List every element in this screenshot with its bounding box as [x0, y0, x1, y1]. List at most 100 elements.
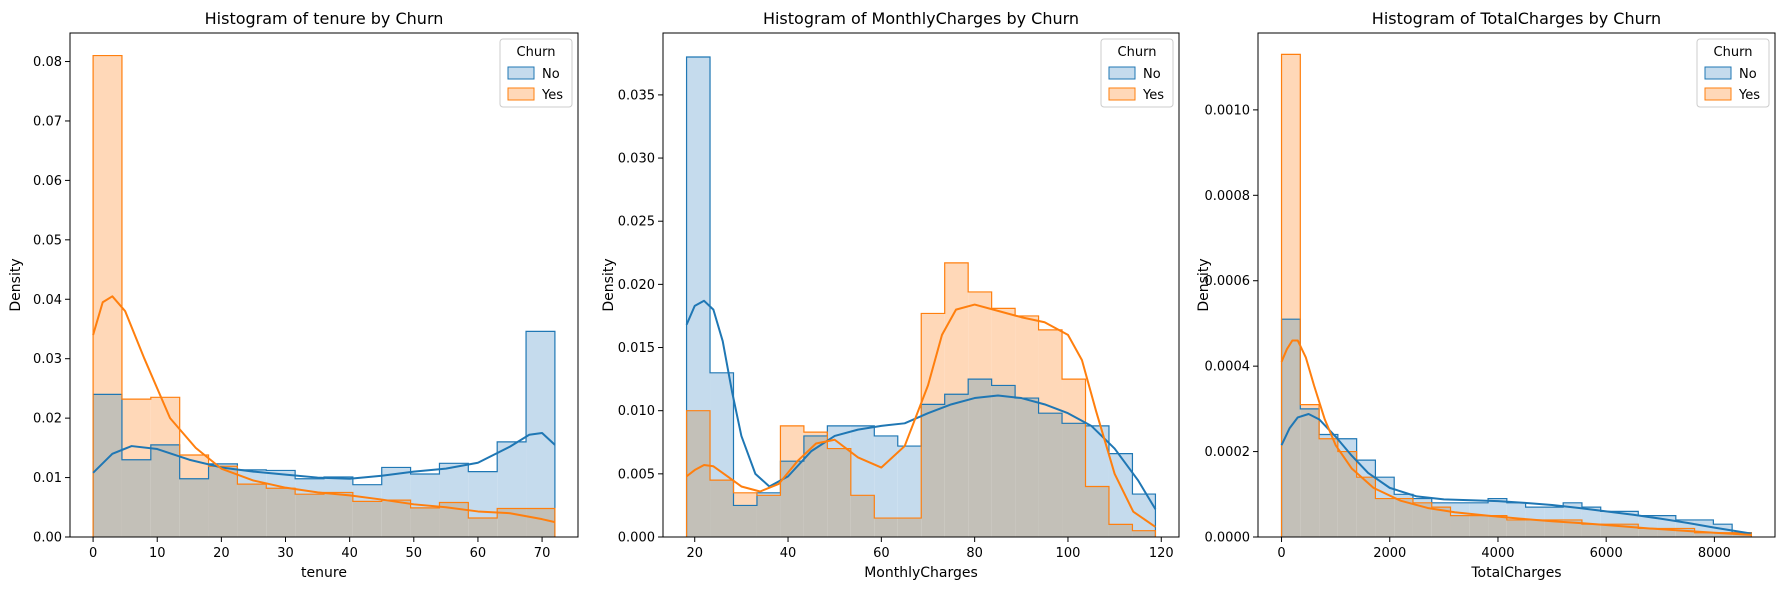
bar-overlap — [237, 484, 267, 537]
x-tick-label: 80 — [966, 546, 983, 561]
bar-no — [1638, 515, 1658, 529]
bar-yes — [991, 308, 1016, 386]
chart-title: Histogram of tenure by Churn — [205, 9, 444, 28]
bar-overlap — [1062, 423, 1086, 537]
y-tick-label: 0.020 — [618, 278, 655, 293]
y-tick-label: 0.01 — [33, 471, 62, 486]
bar-overlap — [150, 444, 180, 537]
bar-yes — [150, 397, 180, 445]
bar-overlap — [179, 478, 209, 537]
bar-overlap — [1694, 532, 1714, 537]
x-axis-label: MonthlyCharges — [864, 565, 978, 581]
y-tick-label: 0.00 — [33, 531, 62, 546]
bar-no — [526, 331, 555, 509]
bar-overlap — [1450, 515, 1470, 537]
y-tick-label: 0.0004 — [1205, 360, 1251, 375]
y-tick-label: 0.07 — [33, 114, 62, 129]
legend: Churn No Yes — [1696, 38, 1770, 108]
plot-area — [92, 54, 556, 537]
axes-frame — [662, 32, 1180, 538]
bar-yes — [803, 432, 828, 436]
bar-no — [1525, 507, 1545, 520]
y-tick-label: 0.0002 — [1205, 445, 1251, 460]
bar-no — [410, 474, 440, 508]
bar-overlap — [1563, 519, 1582, 537]
y-tick-label: 0.000 — [618, 531, 655, 546]
bar-overlap — [897, 518, 922, 537]
bar-no — [1431, 502, 1451, 508]
bar-no — [710, 372, 734, 481]
kde-line-no — [1280, 412, 1752, 535]
bar-no — [439, 463, 469, 503]
y-axis-label: Density — [8, 258, 24, 311]
bar-yes — [179, 454, 209, 479]
bar-overlap — [1300, 408, 1320, 537]
legend: Churn No Yes — [499, 38, 573, 108]
bar-no — [324, 476, 353, 493]
y-tick-label: 0.06 — [33, 174, 62, 189]
x-tick-label: 0 — [89, 546, 97, 561]
bar-overlap — [827, 448, 851, 537]
bar-no — [756, 492, 781, 496]
bar-no — [874, 435, 898, 519]
bar-no — [237, 469, 267, 485]
bar-overlap — [1431, 507, 1451, 537]
bar-no — [208, 463, 238, 467]
bar-no — [1600, 511, 1620, 525]
x-tick-label: 70 — [534, 546, 551, 561]
bar-no — [497, 441, 527, 509]
x-tick-label: 4000 — [1481, 546, 1514, 561]
y-tick-label: 0.02 — [33, 412, 62, 427]
bar-yes — [968, 291, 992, 380]
bar-no — [1506, 502, 1526, 520]
bar-overlap — [1375, 498, 1395, 537]
bar-yes — [1015, 315, 1039, 399]
y-tick-label: 0.0008 — [1205, 189, 1251, 204]
bar-overlap — [1319, 438, 1338, 537]
x-tick-label: 100 — [1056, 546, 1081, 561]
bar-yes — [921, 313, 945, 405]
bar-overlap — [468, 517, 498, 537]
bar-yes — [121, 399, 151, 460]
chart-panel-1: 0 10 20 30 40 50 60 70 0.00 0.01 0.02 0.03 0.04 0.05 0… — [8, 9, 579, 581]
bar-overlap — [93, 394, 122, 537]
chart-panel-2: 20 40 60 80 100 120 0.000 0.005 0.010 0.015 0.020 0… — [601, 9, 1180, 581]
bar-overlap — [780, 461, 804, 537]
bar-overlap — [1525, 519, 1545, 537]
legend-swatch-no — [1108, 66, 1136, 80]
y-tick-label: 0.08 — [33, 55, 62, 70]
bar-overlap — [1638, 528, 1658, 537]
x-tick-label: 60 — [470, 546, 487, 561]
legend-label-no: No — [1739, 67, 1757, 82]
bar-no — [1675, 519, 1695, 529]
bar-yes — [1300, 404, 1320, 409]
bar-overlap — [756, 495, 781, 537]
y-tick-label: 0.03 — [33, 352, 62, 367]
y-tick-label: 0.005 — [618, 467, 655, 482]
bar-overlap — [1281, 319, 1301, 537]
x-tick-label: 40 — [780, 546, 797, 561]
bar-overlap — [1038, 413, 1063, 537]
bar-overlap — [1132, 530, 1156, 537]
kde-line-yes — [92, 295, 556, 524]
bar-no — [1132, 494, 1156, 531]
bar-no — [897, 446, 922, 519]
bar-overlap — [1412, 502, 1432, 537]
x-tick-label: 20 — [686, 546, 703, 561]
chart-panel-3: 0 2000 4000 6000 8000 0.0000 0.0002 0.0004 0.000… — [1196, 9, 1776, 581]
bar-overlap — [324, 492, 353, 537]
bar-overlap — [1108, 524, 1133, 537]
plot-area — [685, 56, 1157, 537]
legend-label-no: No — [1143, 67, 1161, 82]
x-tick-label: 8000 — [1698, 546, 1731, 561]
bar-overlap — [1506, 519, 1526, 537]
bar-yes — [944, 262, 969, 395]
bar-overlap — [1337, 451, 1357, 537]
kde-line-yes — [685, 303, 1157, 528]
bar-no — [850, 425, 875, 496]
y-tick-label: 0.015 — [618, 341, 655, 356]
bar-overlap — [121, 459, 151, 537]
bar-overlap — [921, 404, 945, 537]
y-tick-label: 0.0010 — [1205, 103, 1251, 118]
